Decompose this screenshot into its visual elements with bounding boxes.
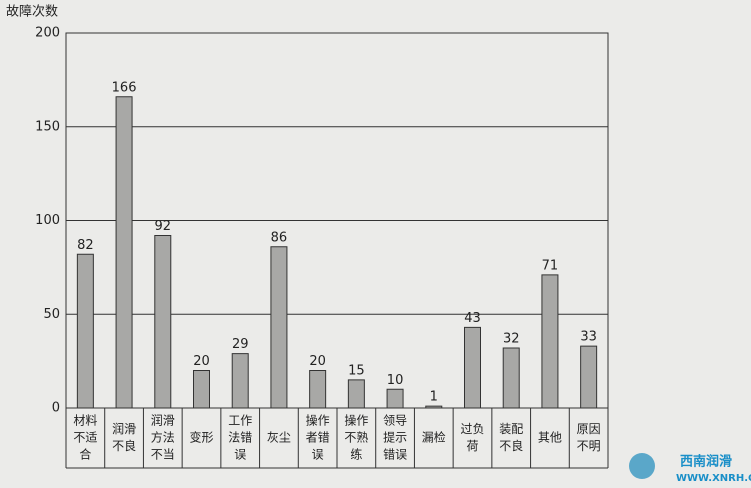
value-label: 1 — [430, 390, 438, 405]
bar — [464, 326, 481, 409]
x-tick-label: 练 — [350, 447, 362, 462]
x-tick-label: 变形 — [189, 430, 213, 445]
value-label: 71 — [542, 258, 559, 273]
x-tick-label: 者错 — [306, 431, 330, 445]
x-tick-label: 润滑 — [151, 414, 175, 428]
bar — [270, 246, 288, 409]
x-tick-label: 漏检 — [422, 430, 446, 445]
bar — [309, 370, 327, 409]
x-tick-label: 合 — [79, 447, 91, 462]
x-tick-label: 装配 — [499, 422, 523, 436]
bar — [502, 347, 520, 409]
value-label: 92 — [155, 219, 172, 234]
x-tick-label: 法错 — [228, 431, 252, 445]
y-tick-label: 100 — [35, 213, 60, 228]
x-tick-label: 润滑 — [112, 422, 136, 436]
x-tick-label: 不良 — [112, 438, 136, 453]
value-label: 10 — [387, 373, 404, 388]
x-tick-label: 领导 — [383, 414, 407, 428]
y-axis-label: 故障次数 — [6, 4, 58, 20]
bar — [193, 370, 210, 409]
value-label: 32 — [503, 332, 520, 347]
x-tick-label: 材料 — [73, 414, 97, 428]
x-tick-label: 原因 — [577, 422, 601, 436]
x-tick-label: 不明 — [577, 439, 601, 453]
x-tick-label: 不熟 — [344, 430, 368, 445]
x-tick-label: 操作 — [306, 413, 330, 428]
value-label: 29 — [232, 337, 249, 352]
x-tick-label: 错误 — [383, 448, 407, 462]
watermark-logo — [629, 453, 655, 479]
x-tick-label: 操作 — [344, 413, 368, 428]
y-tick-label: 0 — [52, 401, 60, 416]
bar — [347, 379, 365, 409]
value-label: 166 — [112, 80, 137, 95]
value-label: 15 — [348, 363, 365, 378]
x-tick-label: 不适 — [73, 431, 97, 445]
x-tick-label: 工作 — [228, 414, 252, 428]
y-tick-label: 50 — [43, 307, 60, 322]
x-tick-label: 其他 — [538, 431, 562, 445]
bar — [386, 388, 404, 409]
value-label: 82 — [77, 238, 94, 253]
x-tick-label: 误 — [312, 448, 324, 462]
value-label: 43 — [464, 311, 481, 326]
x-tick-label: 提示 — [383, 430, 407, 445]
value-label: 86 — [271, 230, 288, 245]
y-tick-label: 150 — [35, 119, 60, 134]
x-tick-label: 灰尘 — [267, 431, 291, 445]
bar — [580, 345, 598, 409]
x-tick-label: 不当 — [151, 448, 175, 462]
bar — [425, 405, 443, 409]
bar — [541, 274, 559, 409]
value-label: 33 — [580, 330, 597, 345]
watermark-name: 西南润滑 — [680, 454, 732, 470]
value-label: 20 — [193, 354, 210, 369]
x-tick-label: 不良 — [499, 438, 523, 453]
x-tick-label: 荷 — [466, 439, 478, 453]
bar — [76, 253, 94, 409]
y-tick-label: 200 — [35, 26, 60, 41]
value-label: 20 — [309, 354, 326, 369]
bar — [231, 353, 249, 409]
x-tick-label: 方法 — [151, 430, 175, 445]
x-tick-label: 误 — [234, 448, 246, 462]
watermark-url: WWW.XNRH.CN — [676, 473, 751, 484]
bar — [115, 96, 133, 409]
x-tick-label: 过负 — [460, 422, 484, 436]
bar — [154, 235, 172, 409]
